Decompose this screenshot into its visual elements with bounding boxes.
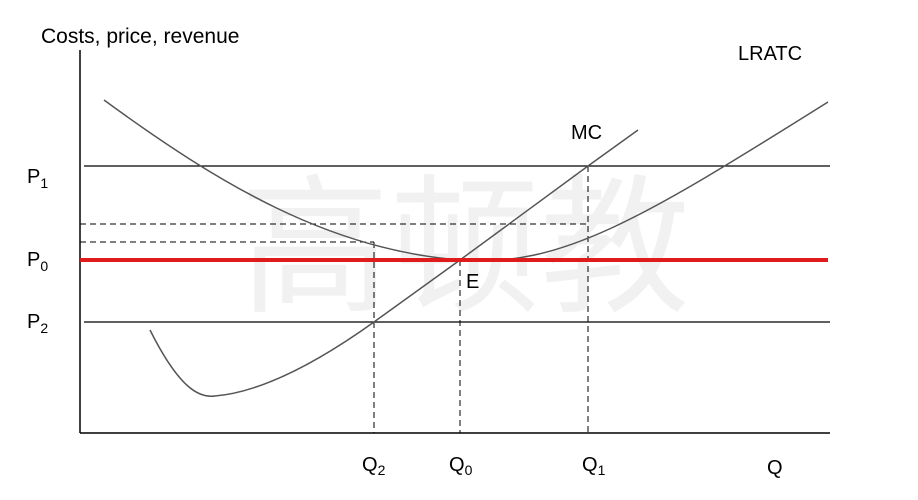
tick-label-q1: Q1	[582, 454, 606, 478]
equilibrium-label: E	[466, 271, 479, 293]
tick-label-q0: Q0	[449, 454, 473, 478]
mc-label: MC	[571, 122, 602, 144]
tick-label-p2: P2	[27, 311, 48, 336]
watermark-text: 高顿教	[240, 162, 690, 336]
y-axis-title: Costs, price, revenue	[41, 25, 239, 48]
mc-curve	[149, 129, 639, 398]
x-axis-label: Q	[767, 457, 783, 479]
tick-label-p1: P1	[27, 166, 48, 191]
tick-label-p0: P0	[27, 249, 48, 274]
lratc-label: LRATC	[738, 43, 802, 65]
tick-label-q2: Q2	[362, 454, 386, 478]
